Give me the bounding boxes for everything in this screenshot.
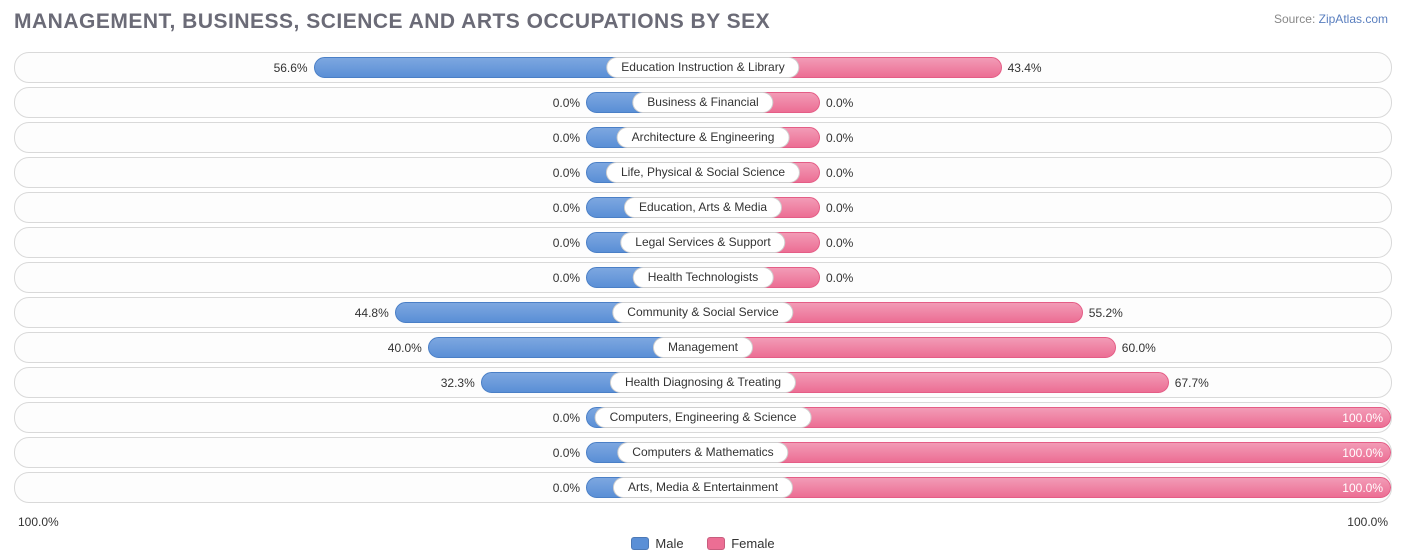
row-label: Health Diagnosing & Treating	[610, 372, 796, 393]
male-pct-label: 0.0%	[553, 123, 580, 153]
male-pct-label: 0.0%	[553, 193, 580, 223]
female-pct-label: 0.0%	[826, 88, 853, 118]
source-value: ZipAtlas.com	[1319, 12, 1388, 26]
female-pct-label: 60.0%	[1122, 333, 1156, 363]
row-label: Computers & Mathematics	[617, 442, 788, 463]
row-label: Computers, Engineering & Science	[595, 407, 812, 428]
chart-title: MANAGEMENT, BUSINESS, SCIENCE AND ARTS O…	[0, 0, 1406, 34]
chart-row: Health Technologists 0.0% 0.0%	[14, 262, 1392, 293]
axis-right-label: 100.0%	[1347, 515, 1388, 529]
row-label: Health Technologists	[633, 267, 774, 288]
female-pct-label: 67.7%	[1175, 368, 1209, 398]
male-pct-label: 56.6%	[274, 53, 308, 83]
row-label: Legal Services & Support	[620, 232, 785, 253]
row-label: Education, Arts & Media	[624, 197, 782, 218]
male-pct-label: 0.0%	[553, 403, 580, 433]
female-pct-label: 100.0%	[1342, 403, 1383, 433]
row-label: Business & Financial	[632, 92, 773, 113]
female-pct-label: 0.0%	[826, 263, 853, 293]
male-pct-label: 0.0%	[553, 158, 580, 188]
legend: Male Female	[0, 536, 1406, 553]
male-pct-label: 0.0%	[553, 438, 580, 468]
female-bar	[703, 442, 1391, 463]
male-pct-label: 0.0%	[553, 473, 580, 503]
axis-labels: 100.0% 100.0%	[18, 515, 1388, 529]
chart-row: Business & Financial 0.0% 0.0%	[14, 87, 1392, 118]
female-pct-label: 0.0%	[826, 228, 853, 258]
female-pct-label: 100.0%	[1342, 438, 1383, 468]
chart-row: Community & Social Service 44.8% 55.2%	[14, 297, 1392, 328]
legend-male: Male	[631, 536, 683, 551]
row-label: Community & Social Service	[612, 302, 793, 323]
chart-row: Legal Services & Support 0.0% 0.0%	[14, 227, 1392, 258]
male-pct-label: 0.0%	[553, 263, 580, 293]
row-label: Management	[653, 337, 753, 358]
male-pct-label: 32.3%	[441, 368, 475, 398]
legend-male-label: Male	[655, 536, 683, 551]
chart-row: Health Diagnosing & Treating 32.3% 67.7%	[14, 367, 1392, 398]
male-pct-label: 0.0%	[553, 88, 580, 118]
row-label: Education Instruction & Library	[606, 57, 799, 78]
female-pct-label: 100.0%	[1342, 473, 1383, 503]
row-label: Architecture & Engineering	[617, 127, 790, 148]
male-swatch-icon	[631, 537, 649, 550]
source-attribution: Source: ZipAtlas.com	[1274, 12, 1388, 26]
chart-row: Architecture & Engineering 0.0% 0.0%	[14, 122, 1392, 153]
female-pct-label: 43.4%	[1008, 53, 1042, 83]
female-swatch-icon	[707, 537, 725, 550]
legend-female-label: Female	[731, 536, 774, 551]
female-bar	[703, 477, 1391, 498]
female-pct-label: 55.2%	[1089, 298, 1123, 328]
chart-row: Management 40.0% 60.0%	[14, 332, 1392, 363]
female-bar	[703, 337, 1116, 358]
row-label: Life, Physical & Social Science	[606, 162, 800, 183]
legend-female: Female	[707, 536, 774, 551]
chart-row: Computers, Engineering & Science 0.0% 100.…	[14, 402, 1392, 433]
chart-row: Education, Arts & Media 0.0% 0.0%	[14, 192, 1392, 223]
male-pct-label: 0.0%	[553, 228, 580, 258]
female-pct-label: 0.0%	[826, 123, 853, 153]
male-pct-label: 44.8%	[355, 298, 389, 328]
male-pct-label: 40.0%	[388, 333, 422, 363]
axis-left-label: 100.0%	[18, 515, 59, 529]
female-pct-label: 0.0%	[826, 158, 853, 188]
source-label: Source:	[1274, 12, 1315, 26]
female-pct-label: 0.0%	[826, 193, 853, 223]
chart-row: Education Instruction & Library 56.6% 43.4…	[14, 52, 1392, 83]
chart-row: Computers & Mathematics 0.0% 100.0%	[14, 437, 1392, 468]
chart-area: Education Instruction & Library 56.6% 43.4…	[14, 52, 1392, 507]
chart-row: Arts, Media & Entertainment 0.0% 100.0%	[14, 472, 1392, 503]
chart-row: Life, Physical & Social Science 0.0% 0.0%	[14, 157, 1392, 188]
row-label: Arts, Media & Entertainment	[613, 477, 793, 498]
